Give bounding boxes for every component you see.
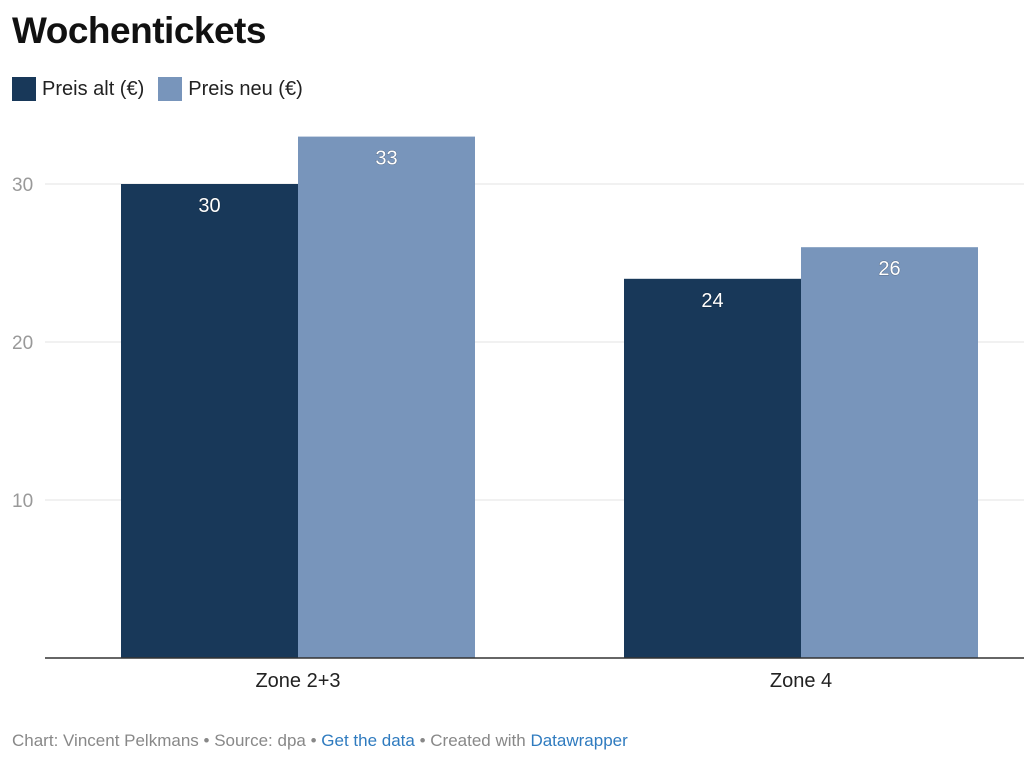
x-tick-label: Zone 2+3	[255, 670, 340, 692]
legend-swatch-preis-alt	[12, 77, 36, 101]
get-the-data-link[interactable]: Get the data	[321, 731, 415, 750]
source-text: Source: dpa	[214, 731, 306, 750]
legend-label-preis-alt: Preis alt (€)	[42, 77, 145, 100]
legend-item-preis-neu: Preis neu (€)	[158, 77, 303, 101]
footer-separator: •	[414, 731, 431, 750]
bar-zone-4-series-1	[801, 247, 978, 658]
footer-separator: •	[305, 731, 322, 750]
data-label: 33	[375, 148, 397, 170]
bar-zone-2-3-series-1	[298, 136, 475, 659]
created-with-text: Created with	[430, 731, 531, 750]
chart-title: Wochentickets	[12, 10, 266, 51]
bar-zone-2-3-series-0	[121, 184, 298, 658]
data-label: 26	[878, 258, 900, 280]
data-label: 24	[701, 290, 723, 312]
datawrapper-link[interactable]: Datawrapper	[530, 731, 628, 750]
y-tick-label: 30	[12, 175, 33, 196]
chart-footer: Chart: Vincent Pelkmans • Source: dpa • …	[12, 731, 628, 751]
legend-item-preis-alt: Preis alt (€)	[12, 77, 144, 101]
bar-zone-4-series-0	[624, 278, 801, 658]
legend: Preis alt (€) Preis neu (€)	[12, 77, 317, 101]
x-tick-label: Zone 4	[770, 670, 832, 692]
legend-swatch-preis-neu	[158, 77, 183, 101]
y-tick-label: 20	[12, 333, 33, 354]
legend-label-preis-neu: Preis neu (€)	[188, 77, 303, 100]
y-tick-label: 10	[12, 491, 33, 512]
footer-separator: •	[198, 731, 215, 750]
chart-credit: Chart: Vincent Pelkmans	[12, 731, 199, 750]
data-label: 30	[198, 195, 220, 217]
